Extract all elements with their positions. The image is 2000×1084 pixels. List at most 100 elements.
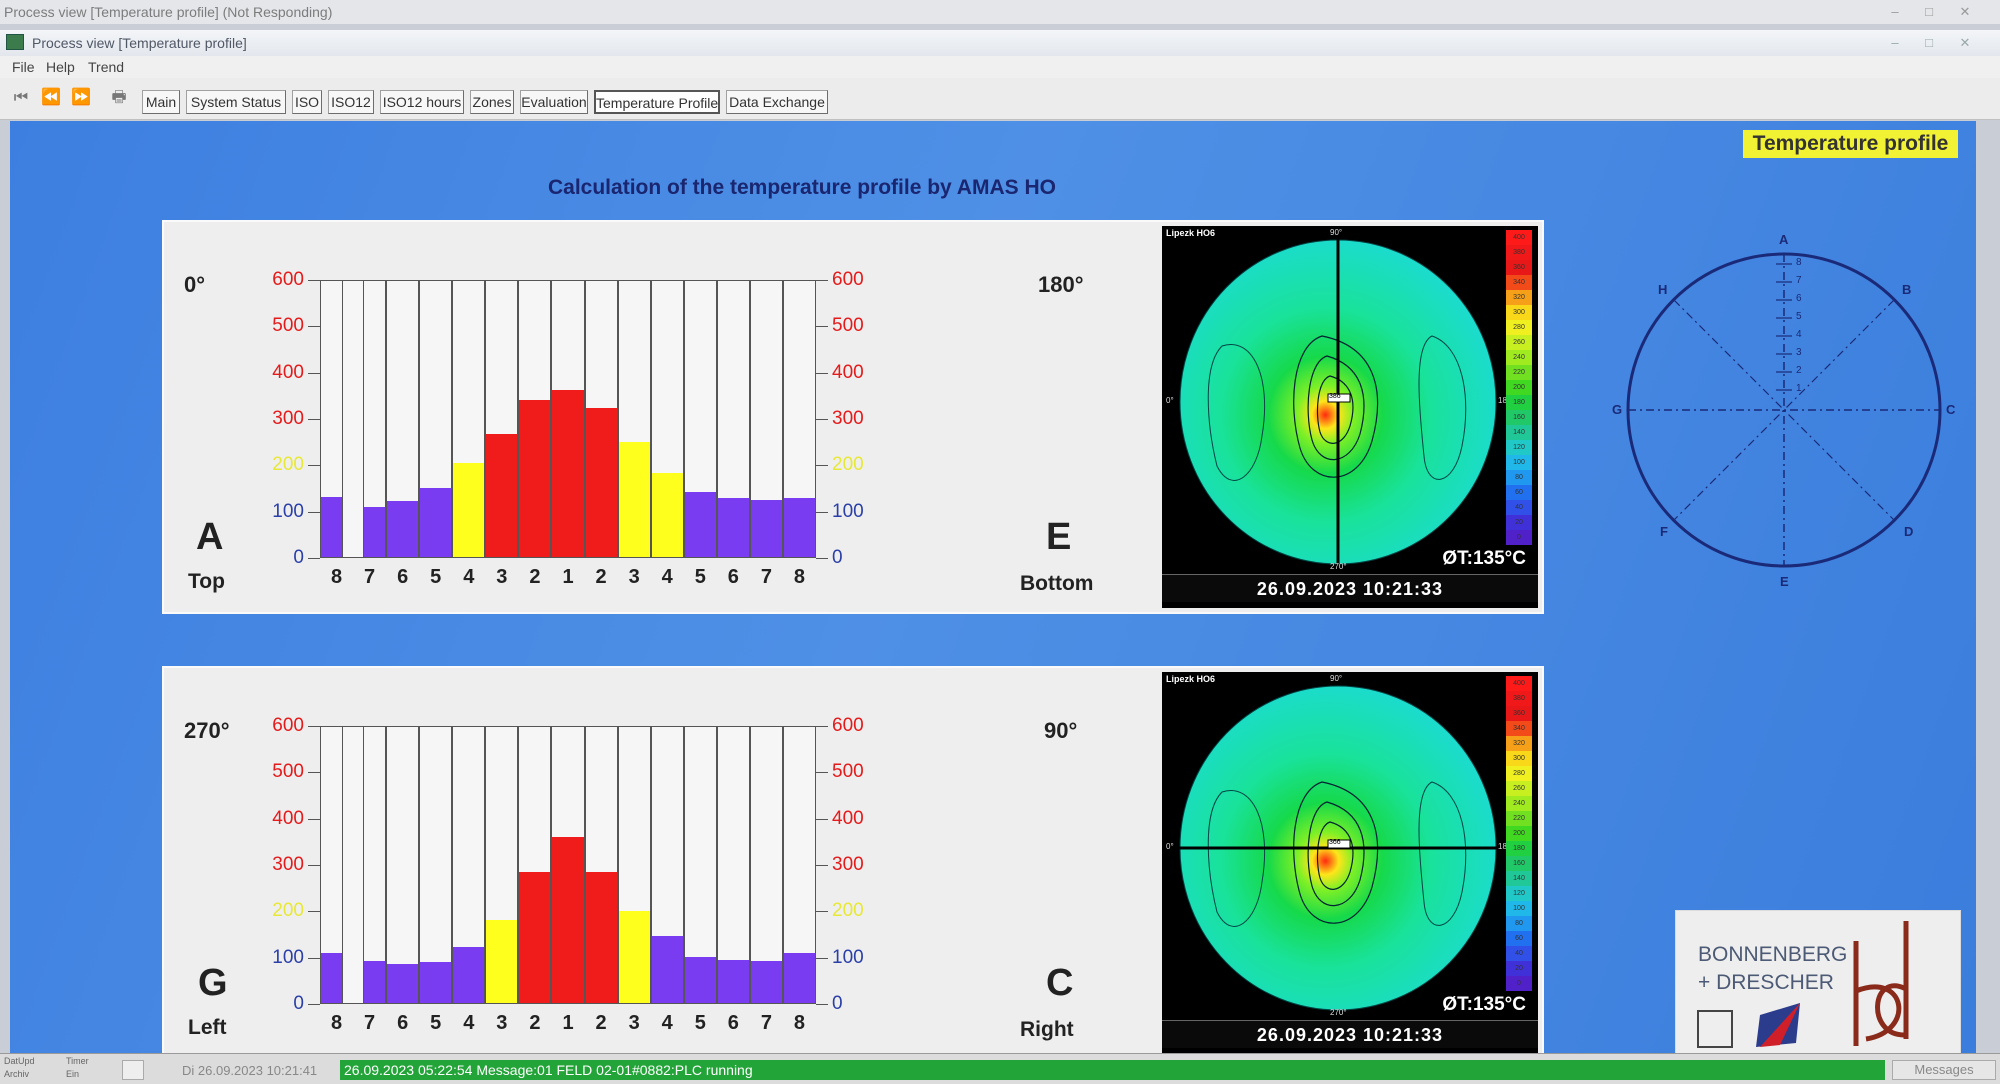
x-tick-label: 3 bbox=[628, 566, 640, 588]
bar-13 bbox=[750, 961, 782, 1003]
bar-slot bbox=[749, 727, 783, 1003]
bar-slot bbox=[584, 281, 618, 557]
y-tick-label-left: 0 bbox=[293, 547, 304, 568]
tab-evaluation[interactable]: Evaluation bbox=[520, 90, 588, 114]
scale-step: 220 bbox=[1506, 811, 1532, 826]
right-angle-label: 90° bbox=[1044, 718, 1078, 743]
scale-step: 180 bbox=[1506, 395, 1532, 410]
y-tick-label-left: 200 bbox=[272, 900, 304, 922]
bar-slot bbox=[452, 281, 486, 557]
y-tick-mark bbox=[816, 865, 828, 866]
menu-file[interactable]: File bbox=[12, 59, 35, 75]
scale-step: 300 bbox=[1506, 305, 1532, 320]
y-tick-mark bbox=[308, 280, 320, 281]
minimize-icon[interactable]: – bbox=[1891, 4, 1899, 19]
x-tick-label: 8 bbox=[330, 566, 343, 588]
scale-step: 380 bbox=[1506, 691, 1532, 706]
y-tick-label-left: 0 bbox=[293, 993, 304, 1014]
scale-step: 340 bbox=[1506, 721, 1532, 736]
tab-temperature-profile[interactable]: Temperature Profile bbox=[594, 90, 720, 114]
scale-step: 140 bbox=[1506, 871, 1532, 886]
y-tick-mark bbox=[816, 818, 828, 820]
tab-zones[interactable]: Zones bbox=[470, 90, 514, 114]
x-tick-label: 4 bbox=[661, 1012, 673, 1034]
bar-slot bbox=[419, 281, 453, 557]
bar-slot bbox=[551, 727, 585, 1003]
x-tick-label: 5 bbox=[430, 566, 442, 588]
x-tick-label: 2 bbox=[595, 1012, 607, 1034]
x-tick-label: 2 bbox=[529, 1012, 541, 1034]
print-icon[interactable]: 🖶 bbox=[111, 89, 127, 106]
bar-slot bbox=[650, 281, 684, 557]
next-record-icon[interactable]: ⏩ bbox=[71, 89, 91, 106]
bar-12 bbox=[717, 960, 749, 1003]
angle-left-label: 0° bbox=[1166, 396, 1174, 405]
x-tick-label: 4 bbox=[661, 566, 673, 588]
y-tick-label-left: 500 bbox=[272, 315, 304, 337]
left-letter: G bbox=[198, 962, 228, 1004]
diagram-tick-label: 3 bbox=[1796, 347, 1802, 358]
company-logo: BONNENBERG + DRESCHER bbox=[1675, 910, 1961, 1070]
bar-10 bbox=[651, 472, 683, 557]
close-icon[interactable]: ✕ bbox=[1959, 4, 1971, 19]
bar-slot bbox=[320, 727, 344, 1003]
bar-slot bbox=[617, 727, 651, 1003]
tab-iso12-hours[interactable]: ISO12 hours bbox=[380, 90, 464, 114]
bar-slot bbox=[551, 281, 585, 557]
center-value: 386 bbox=[1329, 393, 1341, 400]
right-position-label: Right bbox=[1020, 1018, 1074, 1041]
status-bar: DatUpd Archiv Timer Ein Di 26.09.2023 10… bbox=[0, 1053, 2000, 1084]
tab-iso[interactable]: ISO bbox=[292, 90, 322, 114]
angle-top-label: 90° bbox=[1330, 228, 1343, 237]
x-tick-label: 7 bbox=[760, 1012, 772, 1034]
y-tick-label-right: 400 bbox=[832, 361, 864, 383]
scale-step: 20 bbox=[1506, 515, 1532, 530]
app-maximize-icon[interactable]: □ bbox=[1925, 35, 1933, 50]
bar-slot bbox=[485, 727, 519, 1003]
x-tick-label: 6 bbox=[397, 566, 409, 588]
tab-data-exchange[interactable]: Data Exchange bbox=[726, 90, 828, 114]
thermal-timestamp: 26.09.2023 10:21:33 bbox=[1162, 1020, 1538, 1048]
maximize-icon[interactable]: □ bbox=[1925, 4, 1933, 19]
bar-3 bbox=[420, 962, 452, 1003]
first-record-icon[interactable]: ⏮ bbox=[13, 89, 29, 106]
average-temperature: ØT:135°C bbox=[1442, 994, 1526, 1015]
menu-trend[interactable]: Trend bbox=[88, 59, 125, 75]
y-tick-label-right: 500 bbox=[832, 761, 864, 783]
left-angle-label: 0° bbox=[184, 272, 206, 297]
bar-6 bbox=[519, 400, 551, 557]
y-tick-label-right: 0 bbox=[832, 547, 843, 568]
tab-system-status[interactable]: System Status bbox=[186, 90, 286, 114]
scale-step: 100 bbox=[1506, 455, 1532, 470]
scale-step: 20 bbox=[1506, 961, 1532, 976]
bar-slot bbox=[363, 281, 387, 557]
y-tick-mark bbox=[816, 465, 828, 467]
menu-help[interactable]: Help bbox=[46, 59, 75, 75]
logo-line2: + DRESCHER bbox=[1698, 971, 1834, 994]
x-tick-label: 7 bbox=[364, 1012, 376, 1034]
status-timer: Timer bbox=[66, 1056, 89, 1066]
y-tick-mark bbox=[308, 1004, 320, 1005]
y-tick-mark bbox=[816, 772, 828, 774]
app-minimize-icon[interactable]: – bbox=[1891, 35, 1899, 50]
app-close-icon[interactable]: ✕ bbox=[1959, 35, 1971, 50]
right-angle-label: 180° bbox=[1038, 272, 1084, 297]
y-tick-label-left: 400 bbox=[272, 361, 304, 383]
status-toggle-icon[interactable] bbox=[122, 1060, 144, 1080]
bar-1 bbox=[364, 961, 386, 1003]
y-tick-label-left: 400 bbox=[272, 807, 304, 829]
scale-step: 220 bbox=[1506, 365, 1532, 380]
scale-step: 280 bbox=[1506, 766, 1532, 781]
diagram-tick-label: 6 bbox=[1796, 293, 1802, 304]
bar-slot bbox=[485, 281, 519, 557]
y-tick-label-left: 500 bbox=[272, 761, 304, 783]
scale-step: 160 bbox=[1506, 856, 1532, 871]
y-tick-label-left: 300 bbox=[272, 854, 304, 875]
messages-button[interactable]: Messages bbox=[1892, 1060, 1996, 1080]
scale-step: 260 bbox=[1506, 335, 1532, 350]
bar-11 bbox=[684, 492, 716, 557]
previous-record-icon[interactable]: ⏪ bbox=[41, 89, 61, 106]
tab-iso12[interactable]: ISO12 bbox=[328, 90, 374, 114]
bar-5 bbox=[486, 434, 518, 557]
tab-main[interactable]: Main bbox=[142, 90, 180, 114]
